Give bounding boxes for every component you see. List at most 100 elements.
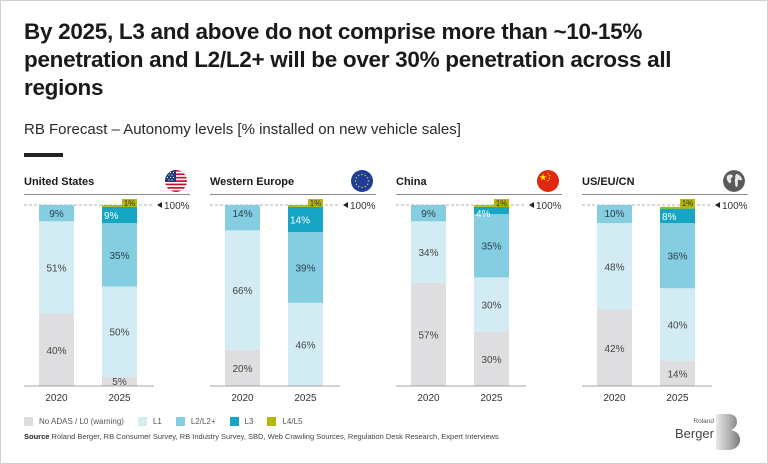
panel-title: Western Europe: [210, 176, 295, 188]
legend-label: L2/L2+: [190, 417, 216, 426]
data-label: 14%: [290, 215, 310, 226]
data-label: 30%: [481, 355, 501, 366]
data-label: 36%: [667, 252, 687, 263]
bar-segment-l45: [288, 205, 323, 207]
data-label: 9%: [104, 211, 119, 222]
legend-label: No ADAS / L0 (warning): [39, 417, 124, 426]
l45-label-box: [680, 199, 695, 207]
l45-label-box: [122, 199, 137, 207]
data-label: 39%: [295, 263, 315, 274]
data-label: 35%: [481, 242, 501, 253]
data-label: 8%: [662, 212, 677, 223]
bar-segment-l2: [225, 205, 260, 231]
data-label: 9%: [49, 209, 64, 220]
bar-segment-l45: [474, 205, 509, 207]
hundred-percent-marker-icon: [529, 202, 534, 208]
bar-segment-l2: [39, 205, 74, 222]
data-label: 48%: [604, 263, 624, 274]
hundred-percent-label: 100%: [350, 201, 376, 212]
hundred-percent-label: 100%: [536, 201, 562, 212]
globe-icon: [723, 170, 745, 192]
slide-subtitle: RB Forecast – Autonomy levels [% install…: [24, 121, 461, 138]
x-tick-label: 2025: [666, 393, 689, 404]
slide-title: By 2025, L3 and above do not comprise mo…: [24, 19, 672, 100]
hundred-percent-marker-icon: [343, 202, 348, 208]
source-label: Source: [24, 432, 50, 441]
bar-segment-l2: [474, 214, 509, 278]
data-label: 9%: [421, 209, 436, 220]
legend: No ADAS / L0 (warning) L1 L2/L2+ L3 L4/L…: [24, 417, 316, 426]
data-label: 57%: [418, 330, 438, 341]
bar-segment-l0: [474, 331, 509, 386]
legend-label: L3: [244, 417, 254, 426]
panel-united-states: United States 100% 40% 51% 9% 2020 5% 50% 35% 9%…: [24, 170, 190, 410]
logo-text-small: Roland: [693, 418, 714, 425]
data-label: 20%: [232, 364, 252, 375]
data-label: 10%: [604, 209, 624, 220]
data-label: 40%: [46, 346, 66, 357]
panel-rule: [24, 194, 190, 195]
accent-bar: [24, 153, 63, 157]
data-label: 46%: [295, 340, 315, 351]
legend-swatch: [137, 417, 147, 426]
data-label: 4%: [476, 209, 491, 220]
stacked-bar-chart: 100% 42% 48% 10% 2020 14% 40% 36% 8% 1% 2025: [582, 199, 748, 404]
bar-segment-l1: [411, 221, 446, 283]
legend-swatch: [24, 417, 33, 426]
panel-title: US/EU/CN: [582, 176, 635, 188]
bar-segment-l3: [102, 206, 137, 224]
bar-segment-l45: [102, 205, 137, 207]
legend-label: L1: [152, 417, 162, 426]
x-tick-label: 2020: [603, 393, 626, 404]
eu-flag-icon: [351, 170, 373, 192]
roland-berger-logo: Roland Berger: [670, 414, 750, 454]
hundred-percent-marker-icon: [715, 202, 720, 208]
china-flag-icon: [537, 170, 559, 192]
x-tick-label: 2025: [480, 393, 503, 404]
legend-item-l45: L4/L5: [267, 417, 302, 426]
panel-title: United States: [24, 176, 95, 188]
bar-segment-l2: [288, 232, 323, 303]
bar-segment-l45: [660, 206, 695, 209]
bar-segment-l1: [225, 230, 260, 350]
data-label: 40%: [667, 320, 687, 331]
bar-segment-l0: [102, 376, 137, 386]
bar-segment-l0: [225, 349, 260, 386]
data-label: 66%: [232, 286, 252, 297]
x-tick-label: 2020: [45, 393, 68, 404]
panel-rule: [582, 194, 748, 195]
panel-rule: [396, 194, 562, 195]
data-label: 5%: [112, 377, 127, 388]
bar-segment-l3: [288, 206, 323, 233]
x-tick-label: 2025: [108, 393, 131, 404]
bar-segment-l3: [660, 208, 695, 224]
bar-segment-l0: [660, 360, 695, 386]
source-note: Source Roland Berger, RB Consumer Survey…: [24, 432, 499, 441]
bar-segment-l2: [597, 205, 632, 224]
data-label: 14%: [667, 369, 687, 380]
bar-segment-l1: [597, 223, 632, 310]
legend-label: L4/L5: [282, 417, 303, 426]
panel-title: China: [396, 176, 427, 188]
panel-us-eu-cn: US/EU/CN 100% 42% 48% 10% 2020 14% 40% 36% 8% 1% 2…: [582, 170, 748, 410]
data-label: 34%: [418, 248, 438, 259]
l45-label-box: [308, 199, 323, 207]
stacked-bar-chart: 100% 57% 34% 9% 2020 30% 30% 35% 4% 1% 2025: [396, 199, 562, 404]
bar-segment-l2: [102, 223, 137, 287]
data-label: 1%: [496, 199, 508, 208]
l45-label-box: [494, 199, 509, 207]
legend-swatch: [175, 417, 185, 426]
bar-segment-l3: [474, 206, 509, 215]
panel-rule: [210, 194, 376, 195]
legend-swatch: [267, 417, 277, 426]
x-tick-label: 2020: [231, 393, 254, 404]
us-flag-icon: [165, 170, 187, 192]
data-label: 50%: [109, 328, 129, 339]
source-text: Roland Berger, RB Consumer Survey, RB In…: [51, 432, 499, 441]
hundred-percent-label: 100%: [722, 201, 748, 212]
bar-segment-l2: [411, 205, 446, 222]
bar-segment-l2: [660, 223, 695, 289]
legend-item-l3: L3: [229, 417, 254, 426]
bar-segment-l1: [102, 286, 137, 377]
